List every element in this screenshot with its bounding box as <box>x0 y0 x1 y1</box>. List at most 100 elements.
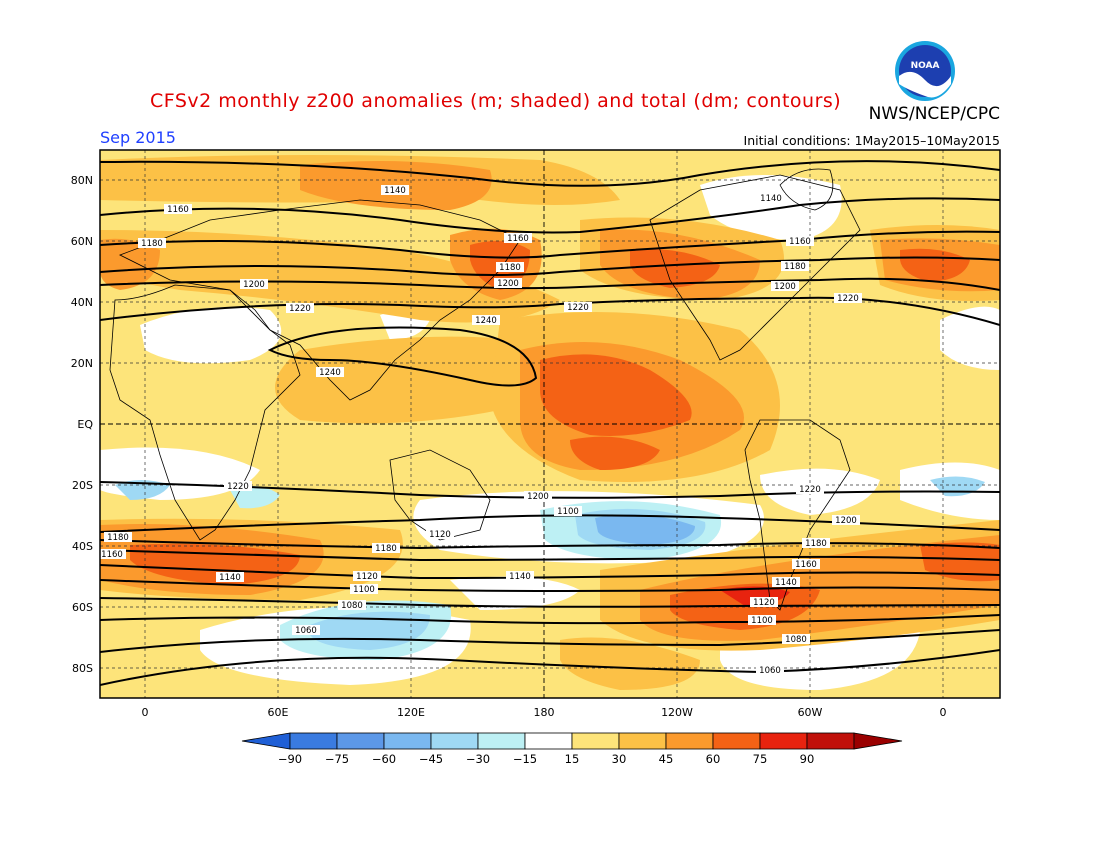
forecast-month: Sep 2015 <box>100 128 176 147</box>
contour-label: 1180 <box>107 533 129 543</box>
contour-label: 1220 <box>289 304 311 314</box>
neutral-sahara <box>140 307 282 364</box>
contour-label-bg <box>372 543 400 553</box>
contour-label-bg <box>834 293 862 303</box>
contour-label-bg <box>426 529 454 539</box>
neg45-pacific <box>595 514 695 545</box>
colorbar-segment <box>618 732 667 750</box>
lat-label: 80N <box>71 174 93 187</box>
contour-label: 1100 <box>751 616 773 626</box>
contour-label: 1160 <box>101 550 123 560</box>
map-frame <box>99 149 1001 699</box>
contour-label: 1200 <box>243 280 265 290</box>
contour-label: 1160 <box>789 237 811 247</box>
colorbar-label: 45 <box>659 752 674 766</box>
contour-label-bg <box>353 571 381 581</box>
contour-label-bg <box>104 532 132 542</box>
contour-label-bg <box>748 615 776 625</box>
colorbar-high-arrow <box>853 732 903 750</box>
eurasia-outline <box>119 199 521 401</box>
contour-label-bg <box>381 185 409 195</box>
lat-label: 20S <box>72 479 93 492</box>
contour-label-bg <box>772 577 800 587</box>
contour-label-bg <box>138 238 166 248</box>
colorbar-segment <box>759 732 808 750</box>
neutral-canada <box>700 175 842 240</box>
contour-label: 1060 <box>295 626 317 636</box>
contour-label: 1180 <box>375 544 397 554</box>
contour-label: 1220 <box>227 482 249 492</box>
lon-label: 0 <box>142 706 149 719</box>
contour-label-bg <box>504 233 532 243</box>
lon-label: 180 <box>534 706 555 719</box>
contour-label: 1200 <box>835 516 857 526</box>
contour-label: 1060 <box>759 666 781 676</box>
contour-label: 1120 <box>753 598 775 608</box>
contour-labels: 1140 1160 1180 1200 1220 1240 1240 1220 1200 1180… <box>98 185 862 676</box>
contour-label: 1080 <box>785 635 807 645</box>
colorbar-label: 30 <box>612 752 627 766</box>
contour-label-bg <box>802 538 830 548</box>
contour-label-bg <box>832 515 860 525</box>
colorbar-low-arrow <box>241 732 291 750</box>
contour-label: 1080 <box>341 601 363 611</box>
colorbar-label: −30 <box>466 752 490 766</box>
contour-label: 1180 <box>805 539 827 549</box>
greenland-outline <box>779 168 834 211</box>
agency-label: NWS/NCEP/CPC <box>868 104 1000 124</box>
lat-label: 80S <box>72 662 93 675</box>
contour-label: 1120 <box>429 530 451 540</box>
colorbar-label: 90 <box>800 752 815 766</box>
colorbar-label: −90 <box>278 752 302 766</box>
contour-label-bg <box>240 279 268 289</box>
contour-label-bg <box>757 193 785 203</box>
lat-label: 20N <box>71 357 93 370</box>
logo-text: NOAA <box>911 61 940 71</box>
contour-label-bg <box>286 303 314 313</box>
colorbar-segment <box>665 732 714 750</box>
colorbar-segment <box>289 732 338 750</box>
contour-label-bg <box>781 261 809 271</box>
colorbar-segment <box>524 732 573 750</box>
colorbar-label: 15 <box>565 752 580 766</box>
contour-label-bg <box>771 281 799 291</box>
lat-label: 60S <box>72 601 93 614</box>
lon-label: 120E <box>397 706 425 719</box>
contour-label-bg <box>496 262 524 272</box>
contour-label: 1240 <box>319 368 341 378</box>
contour-label: 1100 <box>353 585 375 595</box>
lat-label: 60N <box>71 235 93 248</box>
contour-label: 1220 <box>567 303 589 313</box>
south-america-outline <box>744 419 851 611</box>
contour-label: 1160 <box>167 205 189 215</box>
contour-label: 1140 <box>219 573 241 583</box>
contour-label: 1140 <box>775 578 797 588</box>
colorbar-label: −75 <box>325 752 349 766</box>
contour-label: 1220 <box>799 485 821 495</box>
contour-label-bg <box>216 572 244 582</box>
contour-label: 1240 <box>475 316 497 326</box>
coastlines <box>109 168 861 611</box>
contour-label: 1140 <box>384 186 406 196</box>
lon-label: 60E <box>268 706 289 719</box>
contour-label-bg <box>98 549 126 559</box>
contour-label-bg <box>292 625 320 635</box>
contour-label-bg <box>494 278 522 288</box>
pos30-antarctic <box>560 637 700 690</box>
contour-label-bg <box>506 571 534 581</box>
neg-africa <box>230 486 280 509</box>
pos60-equator <box>570 436 660 470</box>
lon-label: 60W <box>798 706 823 719</box>
contour-label: 1160 <box>507 234 529 244</box>
colorbar-label: −15 <box>513 752 537 766</box>
pos60-southeast <box>920 542 1000 582</box>
longitude-axis: 0 60E 120E 180 120W 60W 0 <box>142 706 947 719</box>
contour-label: 1120 <box>356 572 378 582</box>
contour-label: 1220 <box>837 294 859 304</box>
contour-label: 1180 <box>499 263 521 273</box>
pos30-eurasia <box>100 230 560 323</box>
contour-label: 1180 <box>784 262 806 272</box>
chart-title: CFSv2 monthly z200 anomalies (m; shaded)… <box>150 90 842 112</box>
contour-label-bg <box>554 506 582 516</box>
